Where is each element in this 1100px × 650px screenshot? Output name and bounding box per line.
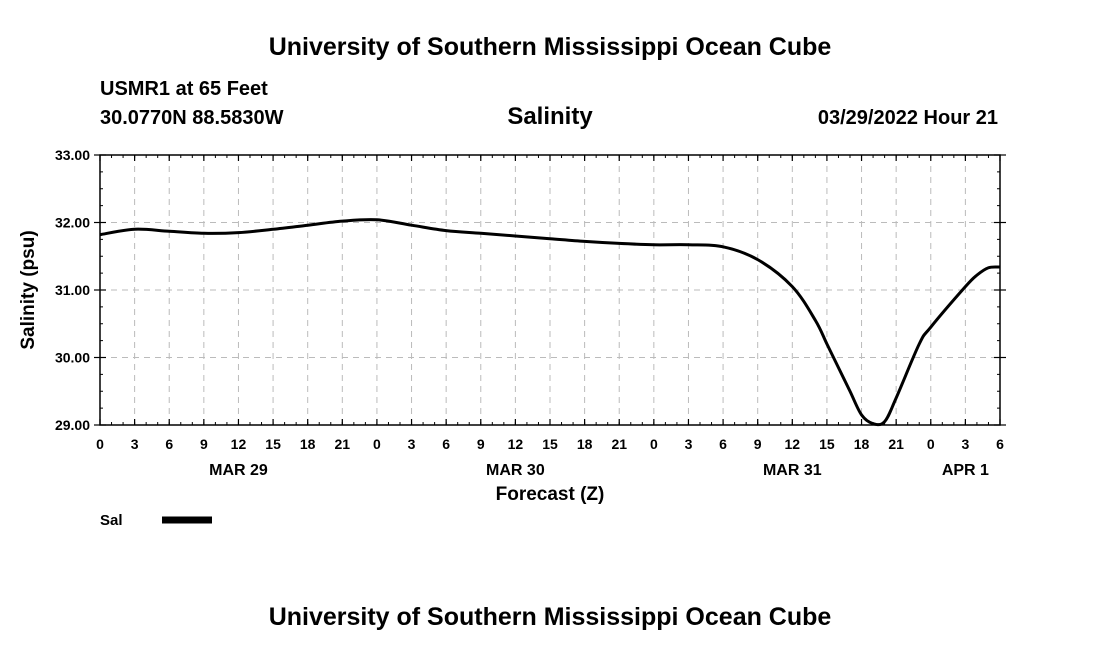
y-tick-label: 32.00 bbox=[55, 215, 90, 231]
datetime-label: 03/29/2022 Hour 21 bbox=[818, 107, 998, 129]
x-tick-label: 3 bbox=[685, 436, 693, 452]
x-tick-label: 6 bbox=[719, 436, 727, 452]
series-layer bbox=[99, 218, 1001, 427]
x-tick-label: 12 bbox=[231, 436, 247, 452]
x-tick-labels: 0 3 6 9 12 15 18 21 0 3 6 9 12 15 18 21 0 3 6 9 12 15 18 21 0 3 6 bbox=[96, 436, 1004, 452]
x-tick-label: 6 bbox=[442, 436, 450, 452]
x-tick-label: 0 bbox=[96, 436, 104, 452]
x-tick-label: 6 bbox=[996, 436, 1004, 452]
x-axis-label: Forecast (Z) bbox=[496, 484, 605, 505]
x-tick-label: 12 bbox=[785, 436, 801, 452]
y-tick-label: 29.00 bbox=[55, 417, 90, 433]
plot-frame bbox=[99, 154, 1001, 426]
x-tick-label: 21 bbox=[335, 436, 351, 452]
day-labels: MAR 29 MAR 30 MAR 31 APR 1 bbox=[209, 462, 989, 479]
series-line-sal bbox=[99, 218, 1001, 427]
footer-title: University of Southern Mississippi Ocean… bbox=[269, 603, 832, 631]
day-label: MAR 29 bbox=[209, 462, 268, 479]
x-tick-label: 18 bbox=[854, 436, 870, 452]
x-tick-label: 9 bbox=[200, 436, 208, 452]
day-label: MAR 30 bbox=[486, 462, 545, 479]
y-tick-label: 31.00 bbox=[55, 282, 90, 298]
x-tick-label: 15 bbox=[265, 436, 281, 452]
x-tick-label: 18 bbox=[577, 436, 593, 452]
station-label: USMR1 at 65 Feet bbox=[100, 78, 268, 100]
y-tick-label: 33.00 bbox=[55, 147, 90, 163]
y-tick-label: 30.00 bbox=[55, 350, 90, 366]
x-tick-label: 3 bbox=[131, 436, 139, 452]
x-tick-label: 21 bbox=[611, 436, 627, 452]
legend-label-sal: Sal bbox=[100, 512, 123, 529]
x-tick-label: 0 bbox=[927, 436, 935, 452]
x-tick-label: 18 bbox=[300, 436, 316, 452]
x-tick-label: 3 bbox=[408, 436, 416, 452]
y-axis-label: Salinity (psu) bbox=[18, 230, 39, 349]
x-tick-label: 21 bbox=[888, 436, 904, 452]
x-tick-label: 3 bbox=[961, 436, 969, 452]
x-tick-label: 12 bbox=[508, 436, 524, 452]
legend: Sal bbox=[100, 512, 212, 529]
x-tick-label: 15 bbox=[542, 436, 558, 452]
y-tick-labels: 29.00 30.00 31.00 32.00 33.00 bbox=[55, 147, 90, 433]
x-tick-label: 6 bbox=[165, 436, 173, 452]
x-tick-label: 0 bbox=[373, 436, 381, 452]
x-tick-label: 0 bbox=[650, 436, 658, 452]
grid bbox=[100, 155, 1000, 425]
page-title: University of Southern Mississippi Ocean… bbox=[269, 33, 832, 61]
location-label: 30.0770N 88.5830W bbox=[100, 107, 284, 129]
x-tick-label: 9 bbox=[754, 436, 762, 452]
day-label: MAR 31 bbox=[763, 462, 822, 479]
x-tick-label: 9 bbox=[477, 436, 485, 452]
day-label: APR 1 bbox=[942, 462, 989, 479]
chart-title: Salinity bbox=[507, 103, 593, 130]
x-tick-label: 15 bbox=[819, 436, 835, 452]
